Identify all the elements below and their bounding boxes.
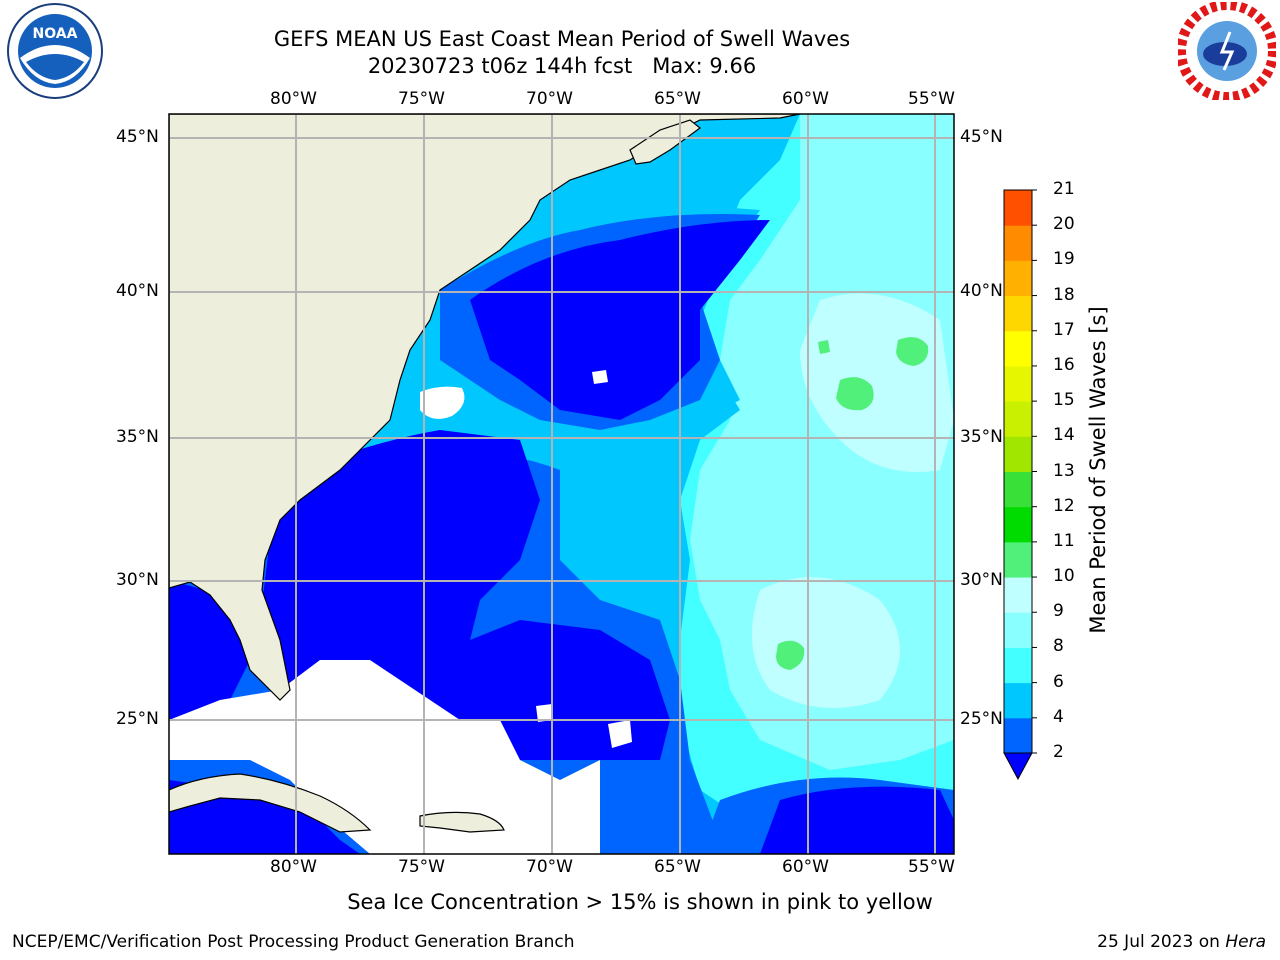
lat-label-left: 35°N [116,427,159,447]
lon-label-top: 70°W [526,89,573,109]
footer-date-text: 25 Jul 2023 on [1097,932,1226,952]
no-data-small [608,720,632,748]
lat-label-left: 30°N [116,570,159,590]
colorbar-segment [1004,401,1032,437]
colorbar-segment [1004,295,1032,332]
colorbar-tick-label: 6 [1053,671,1064,692]
colorbar-segment [1004,436,1032,472]
colorbar-segment [1004,506,1032,543]
colorbar-tick-label: 16 [1053,354,1075,375]
land-north-america [169,114,801,701]
lat-label-left: 45°N [116,127,159,147]
colorbar-segment [1004,541,1032,578]
colorbar-segment [1004,647,1032,684]
lon-label-top: 60°W [782,89,829,109]
lat-label-right: 40°N [960,281,1003,301]
land-hispaniola [419,811,505,833]
footer-date: 25 Jul 2023 on Hera [1097,932,1266,952]
land-cuba [169,773,372,833]
lat-label-right: 25°N [960,709,1003,729]
colorbar-segment [1004,577,1032,613]
period-under-2-north [470,220,770,420]
noaa-logo-icon: NOAA [6,2,104,100]
colorbar-segment [1004,365,1032,402]
lon-label-bottom: 60°W [782,857,829,877]
map-frame [168,113,955,855]
colorbar-segment [1004,612,1032,648]
period-9-10-patch [776,640,805,670]
colorbar-tick-label: 20 [1053,214,1075,235]
colorbar-segment [1004,717,1032,754]
lon-label-bottom: 75°W [398,857,445,877]
colorbar-tick-label: 13 [1053,460,1075,481]
colorbar-tick-label: 10 [1053,566,1075,587]
colorbar-segment [1004,471,1032,508]
lon-label-bottom: 65°W [654,857,701,877]
colorbar [1003,189,1037,781]
colorbar-segment [1004,225,1032,261]
svg-text:NOAA: NOAA [33,26,78,42]
period-9-10-patch [836,377,874,411]
footer-credit: NCEP/EMC/Verification Post Processing Pr… [12,932,575,952]
colorbar-tick-label: 12 [1053,495,1075,516]
lon-label-bottom: 70°W [526,857,573,877]
lat-label-left: 25°N [116,709,159,729]
colorbar-tick-label: 8 [1053,636,1064,657]
nws-logo-icon [1176,0,1278,102]
footer-host: Hera [1225,932,1266,952]
colorbar-tick-label: 19 [1053,249,1075,270]
colorbar-segment [1004,330,1032,367]
colorbar-segment [1004,682,1032,719]
chart-title: GEFS MEAN US East Coast Mean Period of S… [273,27,851,51]
no-data-bahamas [169,660,600,854]
colorbar-title: Mean Period of Swell Waves [s] [1086,306,1110,634]
lon-label-top: 80°W [270,89,317,109]
lat-label-left: 40°N [116,281,159,301]
lon-label-top: 55°W [908,89,955,109]
colorbar-tick-label: 15 [1053,390,1075,411]
no-data-small [536,704,552,722]
colorbar-tick-label: 2 [1053,742,1064,762]
period-9-10-patch [818,340,830,354]
forecast-label: 20230723 t06z 144h fcst [367,54,633,78]
lon-label-top: 75°W [398,89,445,109]
no-data-small [592,370,608,384]
period-8-9-region-south [752,577,900,708]
colorbar-tick-label: 9 [1053,601,1064,622]
lat-label-right: 30°N [960,570,1003,590]
lon-label-bottom: 80°W [270,857,317,877]
graticule [169,114,954,854]
colorbar-segment [1004,190,1032,226]
no-data-nc [420,386,465,419]
colorbar-tick-label: 21 [1053,179,1075,199]
colorbar-tick-label: 17 [1053,319,1075,340]
lat-label-right: 45°N [960,127,1003,147]
colorbar-tick-label: 14 [1053,425,1075,446]
colorbar-tick-label: 18 [1053,284,1075,305]
chart-subtitle: 20230723 t06z 144h fcst Max: 9.66 [162,54,962,78]
colorbar-tick-label: 11 [1053,530,1075,551]
colorbar-segment [1004,260,1032,297]
lon-label-top: 65°W [654,89,701,109]
colorbar-tick-label: 4 [1053,706,1064,727]
colorbar-under-extension [1003,752,1033,781]
max-label: Max: 9.66 [652,54,757,78]
sea-ice-note: Sea Ice Concentration > 15% is shown in … [347,890,933,914]
period-9-10-patch [896,337,929,366]
lat-label-right: 35°N [960,427,1003,447]
lon-label-bottom: 55°W [908,857,955,877]
